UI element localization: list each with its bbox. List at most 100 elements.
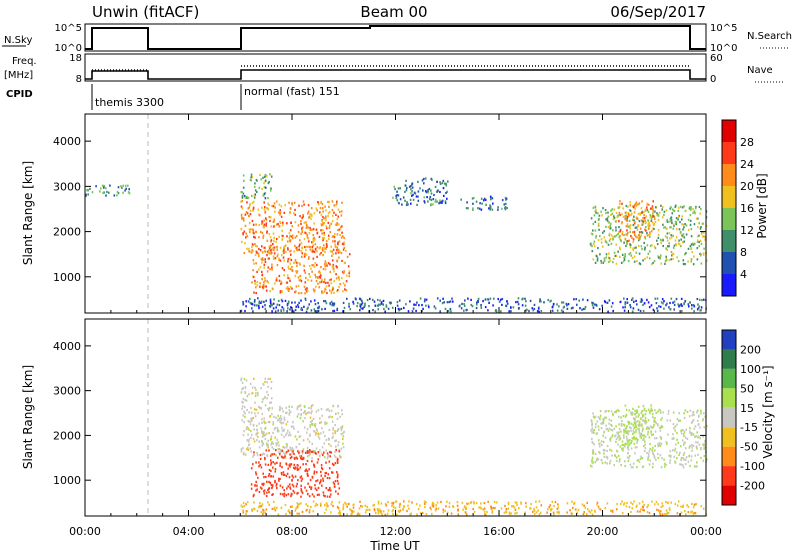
velocity-cell (315, 432, 317, 435)
velocity-cell (240, 377, 243, 380)
power-cell (325, 240, 328, 243)
power-cell (639, 300, 642, 303)
velocity-cell (258, 490, 261, 493)
power-cell (592, 306, 595, 309)
velocity-cell (635, 429, 637, 432)
velocity-cell (432, 505, 435, 508)
power-cell (290, 253, 292, 256)
power-cell (279, 213, 281, 216)
power-cell (397, 307, 400, 310)
velocity-cell (292, 476, 295, 479)
velocity-cell (295, 445, 298, 449)
velocity-cell (293, 452, 295, 455)
power-cell (259, 285, 262, 288)
velocity-cell (691, 449, 693, 452)
velocity-cell (334, 480, 337, 483)
power-cell (672, 257, 674, 260)
power-cell (612, 257, 615, 260)
power-cell (264, 173, 267, 177)
velocity-cell (267, 407, 269, 411)
velocity-cell (309, 453, 311, 456)
velocity-cell (286, 444, 288, 447)
velocity-cell (272, 423, 274, 426)
velocity-cell (333, 463, 335, 467)
power-cell (268, 233, 271, 236)
velocity-cell (283, 492, 286, 495)
nave-tick-bottom: 0 (710, 74, 716, 85)
velocity-cell (306, 449, 309, 453)
power-cell (258, 300, 261, 303)
velocity-cell (328, 488, 331, 491)
velocity-cell (331, 462, 334, 465)
power-cell (322, 228, 324, 232)
power-cell (687, 260, 689, 263)
velocity-cell (242, 502, 245, 505)
velocity-cell (337, 428, 339, 431)
power-cell (298, 301, 300, 304)
power-cell (343, 236, 345, 239)
velocity-cell (315, 452, 317, 455)
power-colorbar-tick: 12 (740, 224, 754, 237)
power-cell (622, 207, 624, 210)
power-cell (304, 292, 306, 295)
power-cell (626, 234, 629, 237)
velocity-cell (264, 438, 267, 441)
power-cell (660, 204, 662, 207)
power-cell (503, 203, 506, 206)
velocity-cell (307, 455, 309, 458)
velocity-cell (556, 511, 559, 514)
velocity-cell (615, 440, 617, 443)
velocity-cell (252, 455, 254, 458)
power-cell (501, 207, 503, 210)
velocity-cell (290, 463, 293, 466)
velocity-cell (270, 461, 273, 464)
power-cell (411, 190, 413, 193)
power-cell (311, 241, 313, 244)
power-cell (269, 219, 271, 223)
velocity-cell (487, 500, 489, 503)
velocity-cell (270, 380, 273, 383)
velocity-cell (300, 489, 303, 492)
velocity-cell (591, 431, 593, 434)
velocity-cell (281, 466, 283, 469)
velocity-cell (310, 412, 312, 415)
velocity-cell (636, 459, 639, 462)
velocity-cell (301, 457, 303, 460)
power-cell (317, 282, 319, 285)
velocity-cell (391, 502, 393, 505)
velocity-cell (332, 405, 335, 408)
power-cell (703, 247, 705, 250)
velocity-cell (308, 411, 311, 414)
velocity-cell (309, 416, 312, 419)
velocity-cell (631, 437, 634, 440)
power-cell (684, 300, 686, 303)
power-cell (242, 217, 245, 220)
velocity-cell (271, 441, 273, 444)
power-cell (314, 273, 316, 276)
power-cell (258, 214, 261, 217)
velocity-cell (516, 501, 518, 504)
velocity-cell (311, 450, 314, 453)
power-cell (305, 249, 307, 252)
velocity-cell (276, 506, 278, 509)
power-cell (336, 259, 338, 262)
power-cell (409, 300, 411, 303)
power-cell (248, 228, 251, 231)
velocity-cell (266, 432, 268, 435)
power-cell (259, 282, 261, 285)
velocity-cell (631, 411, 633, 414)
velocity-cell (292, 485, 295, 488)
power-cell (632, 307, 635, 310)
power-cell (373, 300, 376, 303)
velocity-cell (669, 461, 671, 464)
power-cell (666, 239, 669, 242)
power-cell (410, 188, 412, 191)
velocity-cell (672, 433, 674, 436)
power-cell (501, 297, 504, 301)
power-cell (638, 231, 641, 234)
power-cell (85, 194, 87, 198)
velocity-cell (281, 473, 283, 476)
power-cell (632, 247, 634, 250)
power-cell (505, 304, 508, 308)
velocity-cell (652, 425, 655, 429)
